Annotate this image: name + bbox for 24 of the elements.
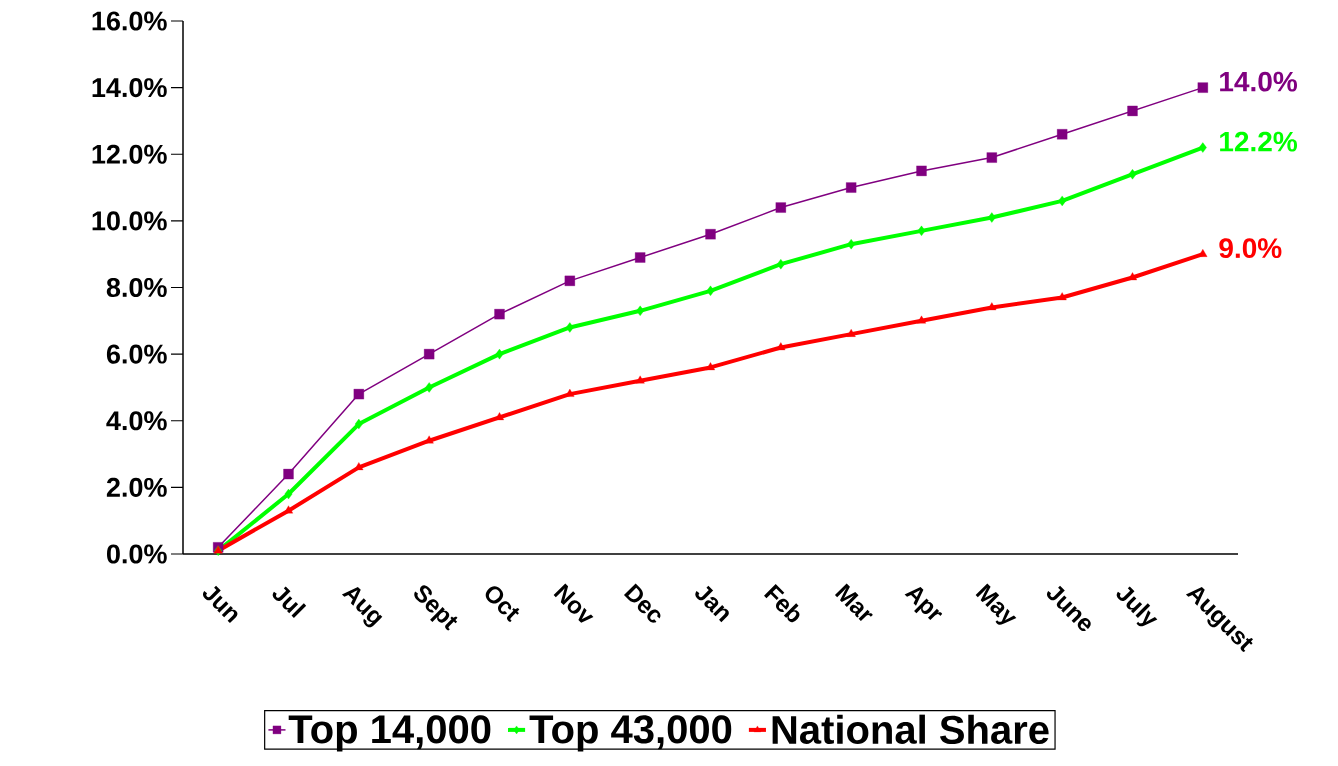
- legend-label: Top 43,000: [529, 715, 732, 752]
- y-tick-label: 0.0%: [106, 544, 167, 564]
- x-tick-label: Jul: [272, 586, 307, 618]
- legend-label: National Share: [772, 714, 1049, 745]
- x-tick-label: Jun: [202, 585, 238, 624]
- x-tick-label: Nov: [553, 583, 594, 623]
- y-tick-label: 14.0%: [92, 78, 167, 98]
- data-label: 12.2%: [1220, 131, 1298, 152]
- x-tick-label: Dec: [623, 583, 661, 623]
- y-tick-label: 10.0%: [92, 211, 167, 231]
- y-tick-label: 16.0%: [92, 11, 167, 31]
- legend-label: Top 14,000: [288, 715, 491, 752]
- x-tick-label: Jan: [695, 585, 729, 623]
- y-tick-label: 2.0%: [106, 477, 167, 497]
- x-tick-label: Apr: [904, 586, 943, 621]
- x-tick-label: Oct: [485, 586, 520, 623]
- data-label: 9.0%: [1219, 238, 1282, 259]
- y-tick-label: 4.0%: [106, 411, 167, 431]
- y-tick-label: 6.0%: [106, 344, 167, 364]
- y-tick-label: 8.0%: [106, 277, 167, 298]
- y-tick-label: 12.0%: [92, 144, 167, 164]
- x-tick-label: Feb: [764, 584, 800, 623]
- x-tick-label: Mar: [834, 583, 873, 622]
- data-label: 14.0%: [1220, 71, 1298, 92]
